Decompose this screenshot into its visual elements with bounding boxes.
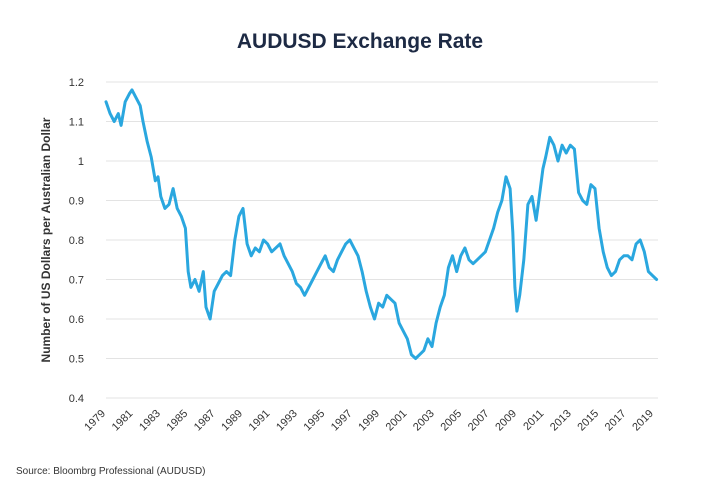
y-tick-label: 0.5: [69, 354, 84, 366]
x-tick-label: 1979: [82, 408, 108, 434]
x-tick-label: 1985: [165, 408, 191, 434]
x-tick-label: 1999: [356, 408, 382, 434]
chart-title: AUDUSD Exchange Rate: [236, 30, 484, 53]
y-tick-label: 0.8: [69, 235, 84, 247]
x-tick-label: 2011: [521, 408, 546, 433]
x-tick-label: 2005: [438, 408, 464, 434]
y-tick-label: 1.1: [69, 117, 84, 129]
source-note: Source: Bloombrg Professional (AUDUSD): [16, 466, 206, 477]
x-tick-label: 2019: [630, 408, 656, 434]
x-tick-label: 1989: [219, 408, 245, 434]
series-line: [104, 88, 659, 360]
y-tick-label: 1.2: [69, 77, 84, 89]
x-tick-label: 2017: [603, 408, 629, 434]
y-tick-label: 0.4: [69, 393, 84, 405]
y-tick-label: 0.6: [69, 314, 84, 326]
x-tick-label: 2001: [384, 408, 410, 434]
x-tick-label: 1993: [274, 408, 300, 434]
x-tick-label: 2009: [493, 408, 519, 434]
x-tick-label: 1983: [137, 408, 163, 434]
x-tick-label: 1997: [329, 408, 355, 434]
x-tick-label: 1987: [192, 408, 218, 434]
y-tick-label: 0.9: [69, 196, 84, 208]
x-tick-label: 2013: [548, 408, 574, 434]
x-tick-label: 1981: [110, 408, 136, 434]
x-tick-label: 1995: [301, 408, 327, 434]
y-tick-label: 0.7: [69, 275, 84, 287]
y-axis-label: Number of US Dollars per Australian Doll…: [39, 117, 53, 362]
x-tick-label: 2007: [466, 408, 492, 434]
x-tick-label: 2015: [575, 408, 601, 434]
x-tick-label: 1991: [247, 408, 273, 434]
x-tick-label: 2003: [411, 408, 437, 434]
y-tick-label: 1: [78, 156, 84, 168]
